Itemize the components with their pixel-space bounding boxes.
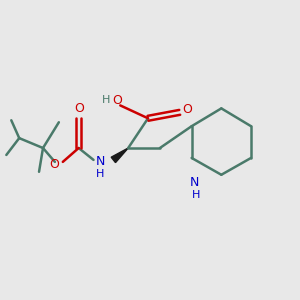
Text: H: H (191, 190, 200, 200)
Text: O: O (183, 103, 193, 116)
Text: N: N (96, 155, 105, 168)
Text: H: H (102, 95, 111, 106)
Text: N: N (190, 176, 199, 189)
Text: O: O (112, 94, 122, 107)
Text: H: H (96, 169, 105, 179)
Polygon shape (111, 148, 128, 163)
Text: O: O (49, 158, 59, 171)
Text: O: O (75, 102, 85, 115)
